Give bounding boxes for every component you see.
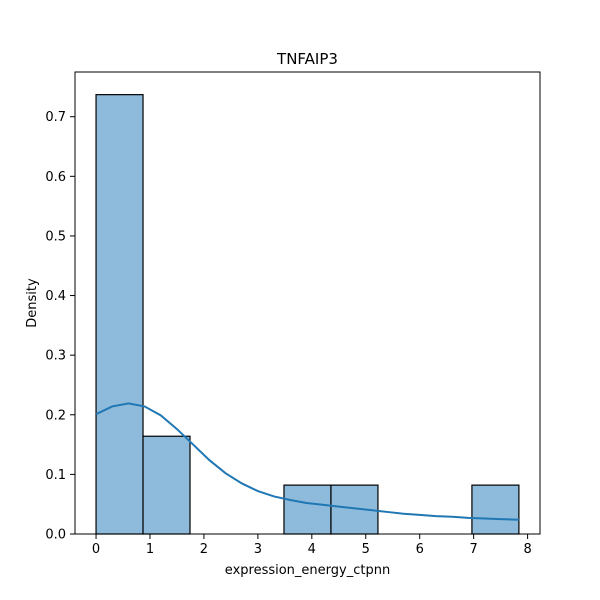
y-tick-label: 0.6 xyxy=(45,170,66,185)
kde-curve xyxy=(95,402,519,521)
x-tick-label: 0 xyxy=(92,542,100,557)
chart-title: TNFAIP3 xyxy=(276,50,338,68)
y-tick-label: 0.4 xyxy=(45,289,66,304)
y-axis-label: Density xyxy=(25,278,40,328)
x-axis-ticks: 0 1 2 3 4 5 6 7 8 xyxy=(92,534,532,557)
x-axis-label: expression_energy_ctpnn xyxy=(225,563,390,578)
x-tick-label: 5 xyxy=(362,542,370,557)
x-tick-label: 8 xyxy=(523,542,531,557)
x-tick-label: 7 xyxy=(470,542,478,557)
x-tick-label: 6 xyxy=(416,542,424,557)
histogram-bar xyxy=(142,435,191,535)
histogram-bar xyxy=(95,94,144,535)
bars-group xyxy=(95,94,520,535)
y-tick-label: 0.5 xyxy=(45,229,66,244)
histogram-bar xyxy=(283,484,332,535)
x-tick-label: 1 xyxy=(146,542,154,557)
x-tick-label: 3 xyxy=(254,542,262,557)
y-tick-label: 0.0 xyxy=(45,528,66,543)
y-tick-label: 0.7 xyxy=(45,110,66,125)
x-tick-label: 2 xyxy=(200,542,208,557)
x-tick-label: 4 xyxy=(308,542,316,557)
y-tick-label: 0.1 xyxy=(45,468,66,483)
plot-frame xyxy=(74,71,541,535)
y-axis-ticks: 0.0 0.1 0.2 0.3 0.4 0.5 0.6 0.7 xyxy=(45,110,75,543)
histogram-bar xyxy=(471,484,520,535)
y-tick-label: 0.2 xyxy=(45,408,66,423)
y-tick-label: 0.3 xyxy=(45,349,66,364)
